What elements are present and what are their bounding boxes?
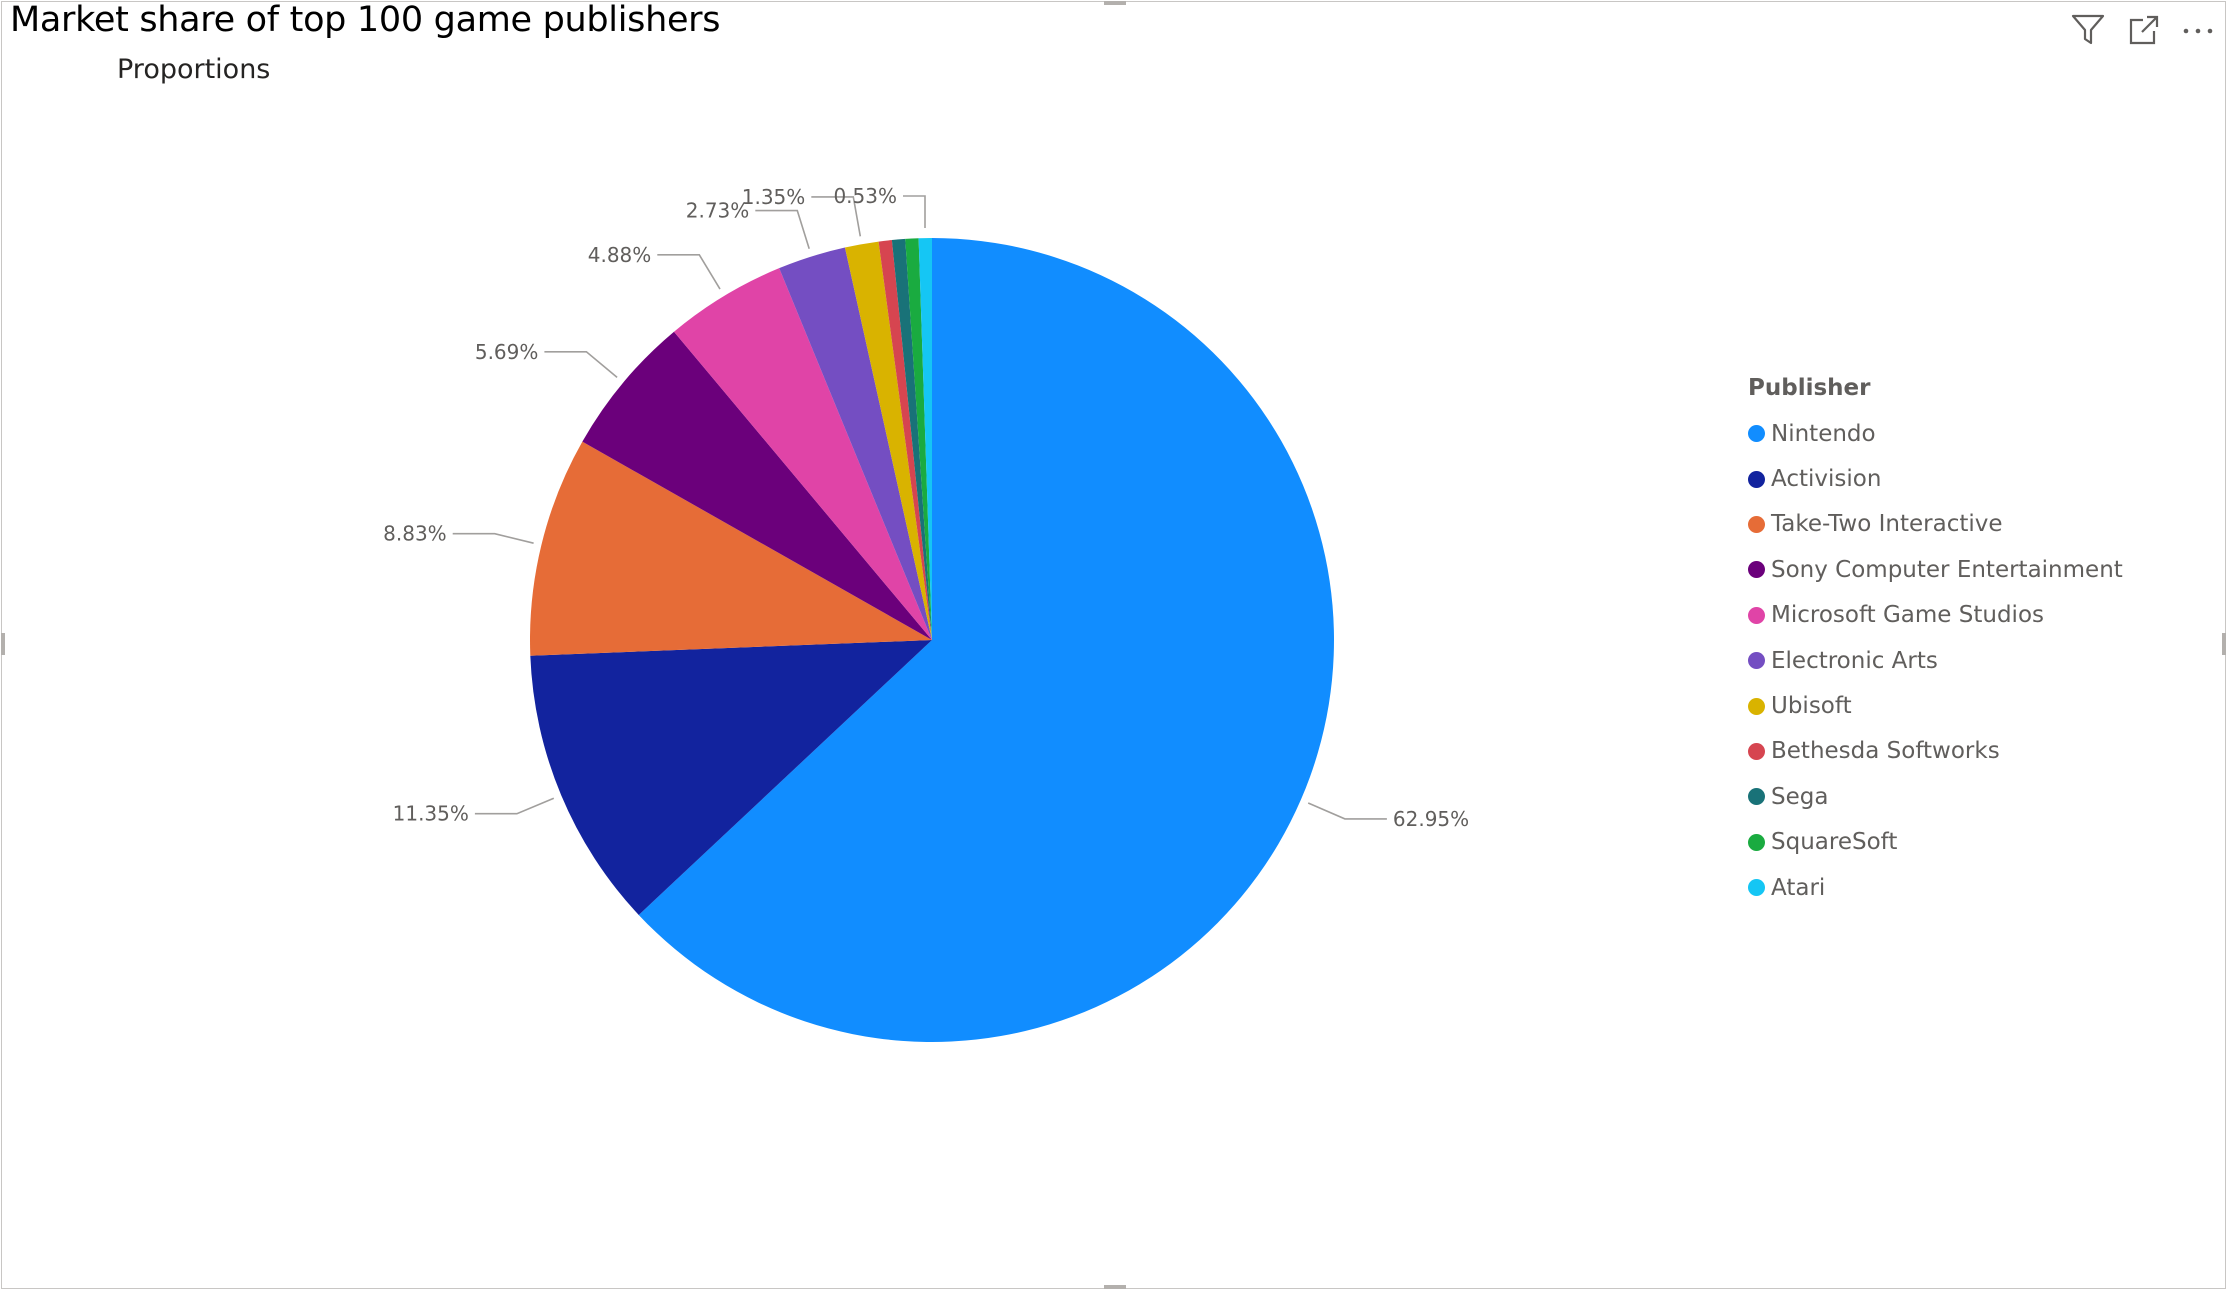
legend-label: Take-Two Interactive [1771, 511, 2003, 538]
legend-marker [1748, 470, 1765, 488]
legend-label: Nintendo [1771, 420, 1876, 447]
legend-marker [1748, 561, 1765, 579]
pie-slice-sony-computer-entertainment[interactable] [582, 331, 932, 640]
chart-subtitle: Proportions [117, 54, 271, 85]
legend-marker [1748, 788, 1765, 806]
legend-marker [1748, 697, 1765, 715]
data-label-activision: 11.35% [393, 802, 469, 826]
legend-label: Ubisoft [1771, 693, 1852, 720]
legend-item-atari[interactable]: Atari [1748, 865, 2123, 910]
legend-item-sega[interactable]: Sega [1748, 774, 2123, 819]
legend-item-ubisoft[interactable]: Ubisoft [1748, 683, 2123, 728]
legend-marker [1748, 652, 1765, 670]
data-label-take-two-interactive: 8.83% [383, 522, 447, 546]
legend-label: Sony Computer Entertainment [1771, 556, 2123, 583]
chart-title: Market share of top 100 game publishers [10, 0, 721, 40]
pie-slice-atari[interactable] [918, 237, 932, 640]
filter-icon[interactable] [2068, 10, 2108, 50]
legend-marker [1748, 425, 1765, 443]
resize-handle-bottom[interactable] [1104, 1285, 1126, 1289]
data-label-atari: 0.53% [833, 184, 897, 208]
resize-handle-right[interactable] [2222, 633, 2226, 655]
legend-label: Bethesda Softworks [1771, 738, 2000, 765]
leader-line-electronic-arts [755, 209, 810, 250]
pie-slice-sega[interactable] [891, 238, 932, 640]
pie-slice-activision[interactable] [530, 640, 932, 915]
leader-line-take-two-interactive [452, 532, 534, 544]
legend-item-nintendo[interactable]: Nintendo [1748, 411, 2123, 456]
resize-handle-top[interactable] [1104, 1, 1126, 5]
leader-line-ubisoft [811, 196, 862, 237]
focus-mode-icon[interactable] [2124, 10, 2164, 50]
legend-item-take-two-interactive[interactable]: Take-Two Interactive [1748, 502, 2123, 547]
legend-marker [1748, 833, 1765, 851]
legend-label: Activision [1771, 466, 1882, 493]
legend-marker [1748, 606, 1765, 624]
legend-item-squaresoft[interactable]: SquareSoft [1748, 820, 2123, 865]
data-label-electronic-arts: 2.73% [686, 199, 750, 223]
legend-marker [1748, 742, 1765, 760]
legend-label: Atari [1771, 874, 1826, 901]
data-label-sony-computer-entertainment: 5.69% [475, 340, 539, 364]
leader-line-nintendo [1307, 802, 1387, 820]
legend-label: Microsoft Game Studios [1771, 602, 2045, 629]
leader-line-atari [903, 195, 926, 228]
pie-slice-nintendo[interactable] [638, 238, 1334, 1042]
pie-slice-electronic-arts[interactable] [779, 247, 932, 641]
resize-handle-left[interactable] [1, 633, 5, 655]
legend-item-sony-computer-entertainment[interactable]: Sony Computer Entertainment [1748, 547, 2123, 592]
pie-slice-ubisoft[interactable] [844, 241, 932, 640]
legend-marker [1748, 515, 1765, 533]
leader-line-microsoft-game-studios [657, 254, 721, 290]
leader-line-sony-computer-entertainment [544, 350, 618, 379]
pie-slice-take-two-interactive[interactable] [529, 441, 932, 656]
pie-slice-bethesda-softworks[interactable] [878, 240, 932, 640]
legend-item-activision[interactable]: Activision [1748, 456, 2123, 501]
data-label-ubisoft: 1.35% [742, 185, 806, 209]
legend-label: Electronic Arts [1771, 647, 1938, 674]
pie-slice-microsoft-game-studios[interactable] [673, 268, 932, 640]
legend-label: SquareSoft [1771, 829, 1898, 856]
legend-item-bethesda-softworks[interactable]: Bethesda Softworks [1748, 729, 2123, 774]
legend-item-electronic-arts[interactable]: Electronic Arts [1748, 638, 2123, 683]
legend-item-microsoft-game-studios[interactable]: Microsoft Game Studios [1748, 593, 2123, 638]
legend: Publisher Nintendo Activision Take-Two Int… [1748, 375, 2123, 910]
legend-label: Sega [1771, 783, 1829, 810]
data-label-microsoft-game-studios: 4.88% [588, 243, 652, 267]
data-label-nintendo: 62.95% [1393, 807, 1469, 831]
legend-marker [1748, 879, 1765, 897]
more-options-icon[interactable] [2178, 10, 2218, 50]
pie-slice-squaresoft[interactable] [905, 238, 932, 640]
leader-line-activision [474, 797, 555, 815]
legend-title: Publisher [1748, 375, 1871, 401]
